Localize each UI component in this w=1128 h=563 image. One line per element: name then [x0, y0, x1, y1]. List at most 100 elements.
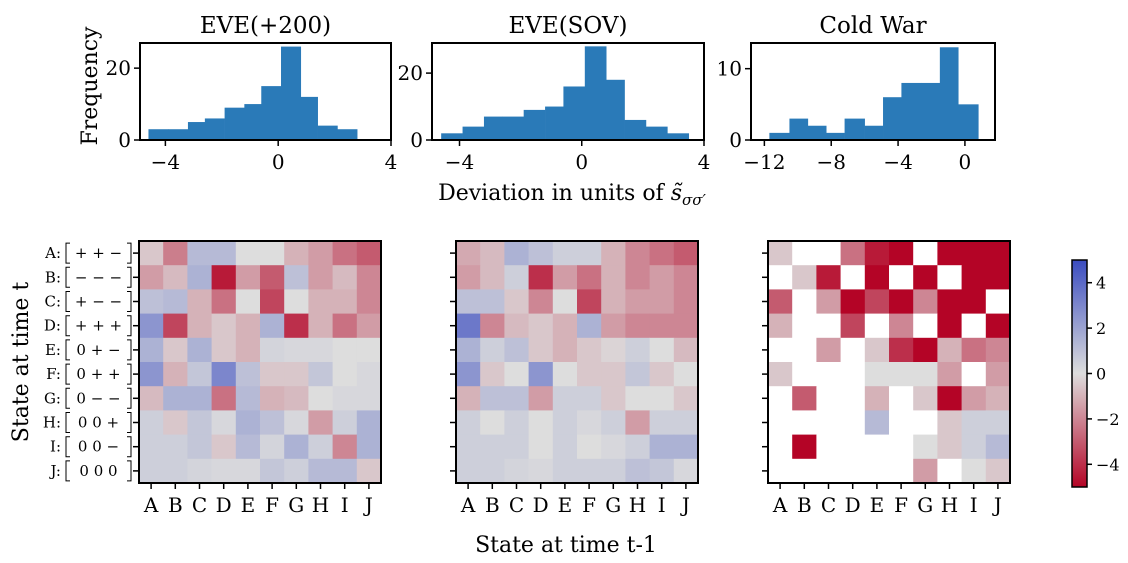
heatmap-cell [139, 314, 164, 339]
state-code-label: 0 0 0 [79, 462, 117, 480]
heatmap-cell [284, 265, 309, 290]
heatmap-cell [577, 241, 602, 266]
histogram-bar [225, 108, 245, 140]
heatmap-cell [284, 314, 309, 339]
heatmap-cell [284, 241, 309, 266]
histogram-bar [337, 129, 357, 140]
heatmap-cell [504, 241, 529, 266]
histogram-title: EVE(SOV) [509, 13, 628, 39]
x-tick-label: B [797, 493, 812, 517]
heatmap-cell [333, 459, 358, 484]
heatmap-cell [986, 265, 1011, 290]
heatmap-cell [650, 459, 675, 484]
histogram-bar [281, 47, 301, 140]
x-tick-label: F [265, 493, 279, 517]
heatmap-cell [841, 265, 866, 290]
top-y-axis-label: Frequency [78, 26, 103, 146]
heatmap-cell [650, 314, 675, 339]
heatmap-cell [333, 338, 358, 363]
histogram-bar [667, 133, 689, 140]
heatmap-cell [962, 241, 987, 266]
heatmap-cell [865, 362, 890, 387]
heatmap-cell [212, 338, 237, 363]
heatmap-cell [333, 362, 358, 387]
heatmap-cell [625, 314, 650, 339]
heatmap-cell [865, 386, 890, 411]
y-tick-label: E: [45, 341, 61, 359]
heatmap-cell [816, 338, 841, 363]
x-tick-label: H [629, 493, 646, 517]
heatmap-cell [625, 289, 650, 314]
x-tick-label: 4 [698, 150, 711, 174]
heatmap-cell [236, 338, 261, 363]
y-tick-label: 0 [410, 128, 423, 152]
heatmap-cell [650, 386, 675, 411]
heatmap-cell [601, 265, 626, 290]
heatmap-cell [937, 265, 962, 290]
heatmap-cell [139, 410, 164, 435]
x-tick-label: −4 [883, 150, 912, 174]
heatmap-cell [625, 435, 650, 460]
heatmap-cell [986, 338, 1011, 363]
heatmap-cell [962, 362, 987, 387]
histogram-bar [188, 122, 205, 140]
heatmap-cell [865, 265, 890, 290]
heatmap-cell [650, 362, 675, 387]
heatmap-cell [308, 289, 333, 314]
heatmap-cell [480, 289, 505, 314]
heatmap-cell [962, 459, 987, 484]
heatmap-cell [456, 314, 481, 339]
heatmap-cell [792, 289, 817, 314]
heatmap-cell [841, 435, 866, 460]
heatmap-cell [792, 314, 817, 339]
heatmap-cell [577, 386, 602, 411]
heatmap-cell [504, 386, 529, 411]
heatmap-cell [601, 338, 626, 363]
heatmap-cell [480, 459, 505, 484]
heatmap-cell [529, 459, 554, 484]
heatmap-cell [236, 241, 261, 266]
heatmap-cell [529, 265, 554, 290]
x-tick-label: G [917, 493, 933, 517]
heatmap-cell [308, 386, 333, 411]
heatmap-cell [260, 289, 285, 314]
histogram-bar [865, 126, 884, 140]
histogram-bar [463, 127, 485, 140]
heatmap-cell [504, 435, 529, 460]
state-code-label: + − − [75, 293, 122, 311]
heatmap-cell [986, 410, 1011, 435]
histogram-bar [826, 133, 845, 140]
heatmap-cell [260, 265, 285, 290]
x-tick-label: D [533, 493, 549, 517]
heatmap-cell [212, 435, 237, 460]
heatmap-cell [792, 265, 817, 290]
heatmap-cell [553, 362, 578, 387]
heatmap-cell [163, 435, 188, 460]
heatmap-cell [650, 265, 675, 290]
heatmaps: AA: + + −BB: − − −CC: + − −DD: + + +EE: 0 + −… [43, 241, 1011, 517]
x-tick-label: H [941, 493, 958, 517]
heatmap-cell [841, 241, 866, 266]
heatmap-cell [553, 265, 578, 290]
heatmap-cell [308, 362, 333, 387]
heatmap-cell [504, 338, 529, 363]
heatmap-cell [986, 362, 1011, 387]
heatmap-cell [553, 338, 578, 363]
heatmap-cell [841, 314, 866, 339]
histogram-bar [625, 120, 647, 140]
histogram-bar [940, 47, 959, 140]
heatmap-cell [650, 289, 675, 314]
colorbar-tick-label: 0 [1096, 365, 1106, 384]
x-tick-label: J [680, 493, 690, 517]
heatmap-cell [284, 362, 309, 387]
x-tick-label: −8 [816, 150, 845, 174]
heatmap-cell [577, 459, 602, 484]
heatmap-cell [480, 265, 505, 290]
y-tick-label: C: [44, 293, 61, 311]
y-tick-label: 20 [398, 61, 423, 85]
x-tick-label: G [605, 493, 621, 517]
histogram-bar [148, 129, 168, 140]
heatmap-cell [577, 289, 602, 314]
bottom-x-axis-label: State at time t-1 [475, 533, 657, 558]
heatmap-cell [333, 386, 358, 411]
